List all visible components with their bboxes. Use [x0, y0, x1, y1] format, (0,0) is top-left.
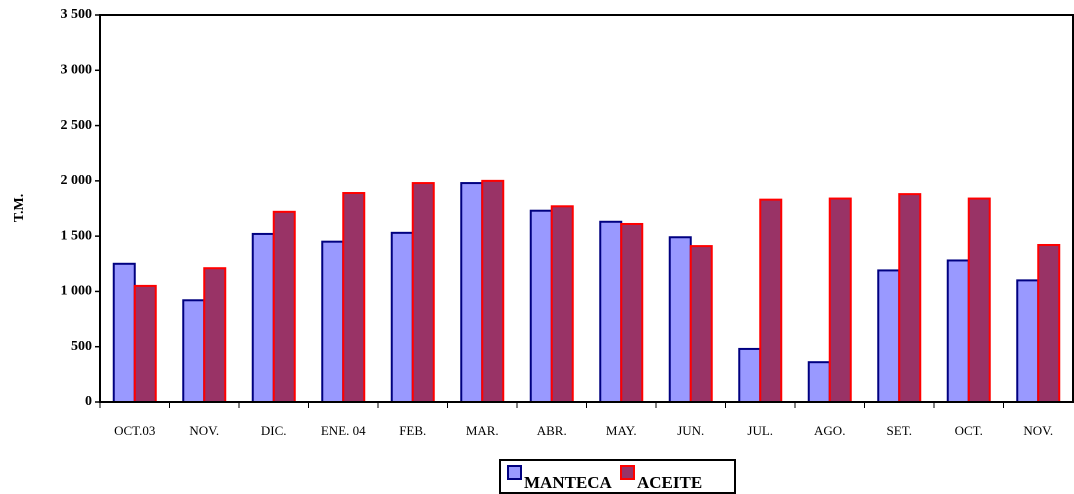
- y-tick-label: 500: [71, 339, 92, 354]
- bar: [481, 179, 505, 403]
- y-tick-label: 2 500: [61, 118, 93, 133]
- bar: [321, 240, 345, 403]
- x-tick-label: ABR.: [537, 423, 567, 438]
- bar: [342, 192, 366, 403]
- bar: [620, 222, 644, 403]
- bar: [133, 284, 157, 403]
- bar: [946, 259, 970, 403]
- legend-swatch: [507, 465, 522, 480]
- bar: [828, 197, 852, 403]
- bar: [1037, 243, 1061, 403]
- legend-label: ACEITE: [637, 473, 702, 492]
- y-tick-label: 0: [85, 394, 92, 409]
- x-tick-label: OCT.: [955, 423, 983, 438]
- bar: [807, 361, 831, 403]
- bar: [877, 269, 901, 404]
- bar: [689, 245, 713, 403]
- bar: [411, 182, 435, 403]
- x-tick-label: NOV.: [1023, 423, 1053, 438]
- bar: [460, 182, 484, 403]
- y-tick-label: 1 500: [61, 228, 93, 243]
- bar: [668, 236, 692, 403]
- bar: [203, 267, 227, 403]
- y-axis-label: T.M.: [12, 194, 27, 223]
- legend-label: MANTECA: [524, 473, 613, 492]
- bar: [272, 210, 296, 403]
- x-tick-label: SET.: [887, 423, 912, 438]
- x-tick-label: FEB.: [399, 423, 426, 438]
- x-tick-label: JUN.: [677, 423, 704, 438]
- legend-box: [499, 459, 736, 494]
- bar: [967, 197, 991, 403]
- bar: [599, 220, 623, 403]
- bar: [112, 262, 136, 403]
- x-tick-label: ENE. 04: [321, 423, 366, 438]
- bar: [251, 232, 275, 403]
- bar: [1016, 279, 1040, 403]
- x-tick-label: AGO.: [814, 423, 845, 438]
- y-tick-label: 3 500: [61, 7, 93, 22]
- x-tick-label: MAY.: [606, 423, 637, 438]
- bar: [529, 209, 553, 403]
- plot-area: [99, 14, 1074, 403]
- y-tick-label: 3 000: [61, 63, 93, 78]
- legend-swatch: [620, 465, 635, 480]
- x-tick-label: DIC.: [261, 423, 287, 438]
- bar: [182, 299, 206, 404]
- bar: [898, 193, 922, 403]
- y-tick-label: 2 000: [61, 173, 93, 188]
- bar: [390, 231, 414, 403]
- bar: [759, 198, 783, 403]
- x-tick-label: JUL.: [747, 423, 773, 438]
- y-tick-label: 1 000: [61, 284, 93, 299]
- x-tick-label: NOV.: [189, 423, 219, 438]
- bar: [550, 205, 574, 403]
- x-tick-label: OCT.03: [114, 423, 155, 438]
- x-tick-label: MAR.: [466, 423, 499, 438]
- bar: [738, 347, 762, 404]
